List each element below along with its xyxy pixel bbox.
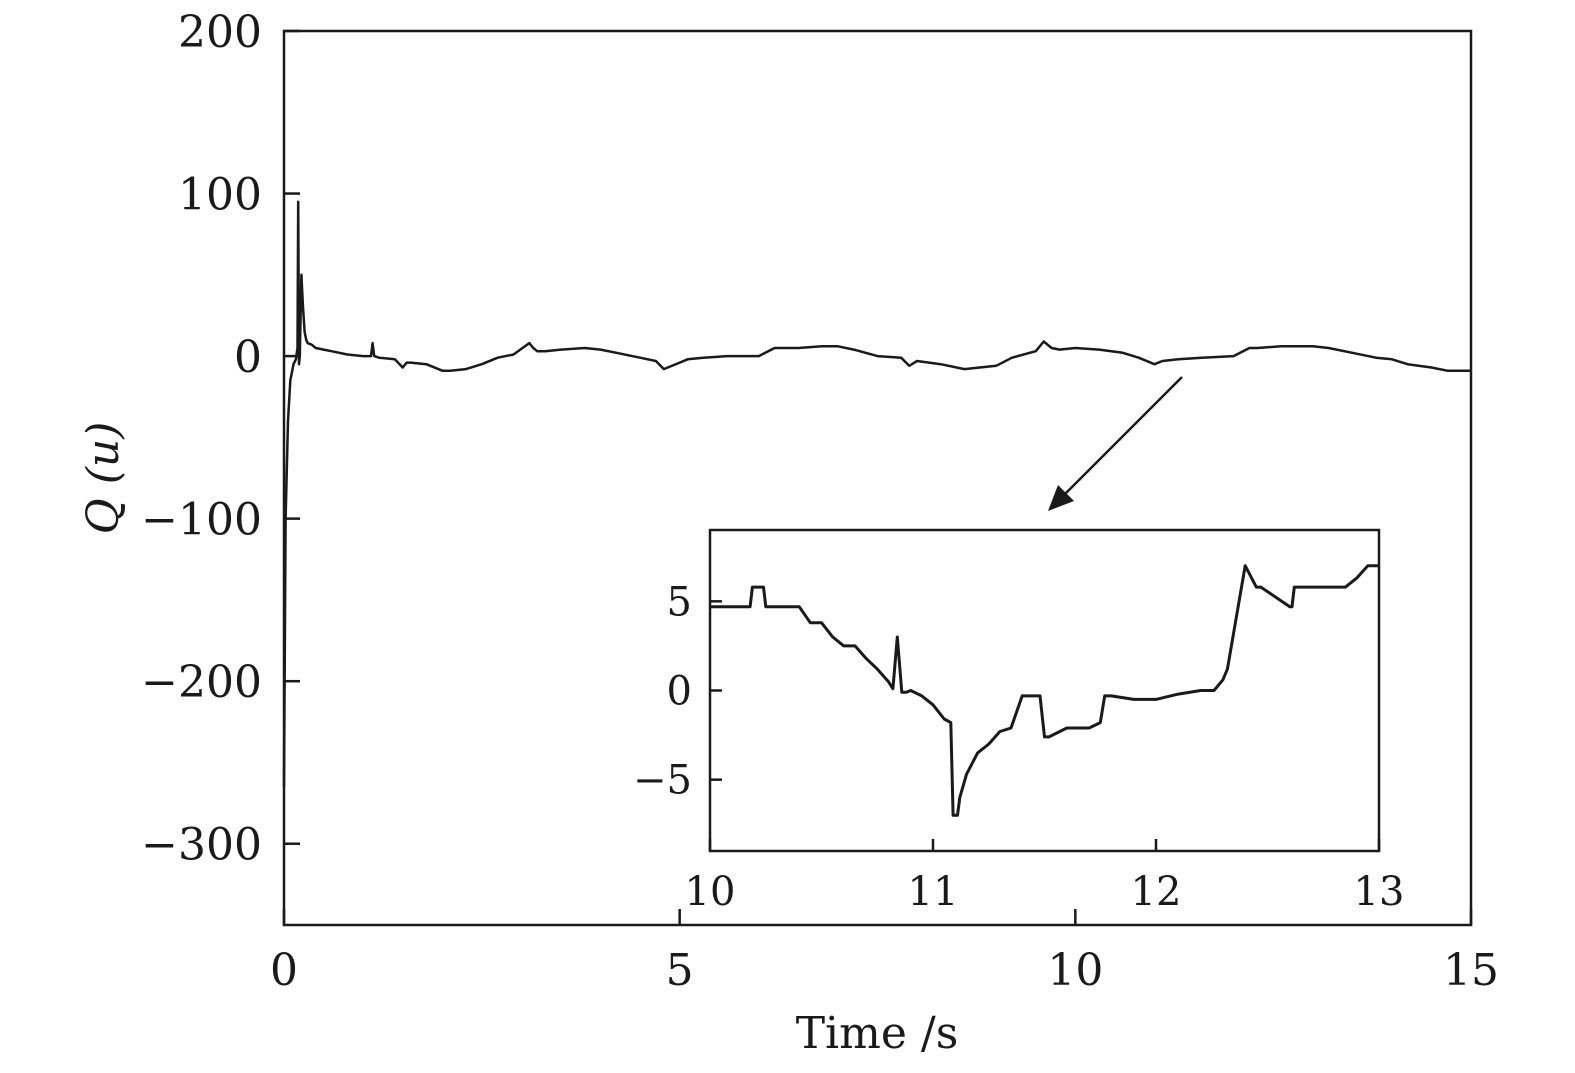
- inset-y-tick-label: 5: [667, 579, 692, 625]
- main-plot-frame: [282, 29, 1473, 927]
- main-y-tick-label: −300: [141, 820, 262, 871]
- inset-x-tick-label: 12: [1131, 869, 1182, 915]
- main-y-tick-label: 0: [234, 332, 262, 383]
- main-x-tick-label: 0: [270, 945, 298, 996]
- inset-background: [710, 530, 1379, 851]
- main-series-line: [282, 200, 1471, 787]
- main-y-tick-label: 100: [178, 170, 262, 221]
- zoom-arrow-head: [1048, 485, 1074, 511]
- x-axis-label: Time /s: [796, 1008, 959, 1059]
- y-axis-label: Q (u): [78, 422, 129, 535]
- inset-x-tick-label: 11: [908, 869, 959, 915]
- main-y-tick-label: 200: [178, 7, 262, 58]
- main-x-tick-label: 15: [1443, 945, 1499, 996]
- inset-axes: 10 11 12 13 5 0 −5: [633, 528, 1405, 915]
- main-y-tick-label: −100: [141, 495, 262, 546]
- main-x-tick-label: 10: [1047, 945, 1103, 996]
- main-x-tick-label: 5: [666, 945, 694, 996]
- inset-series-line: [710, 564, 1379, 817]
- inset-x-tick-label: 10: [685, 869, 736, 915]
- inset-x-tick-label: 13: [1354, 869, 1405, 915]
- zoom-arrow: [1048, 376, 1183, 511]
- main-y-tick-label: −200: [141, 657, 262, 708]
- zoom-arrow-shaft: [1061, 376, 1183, 498]
- inset-y-tick-label: −5: [633, 758, 692, 804]
- inset-y-tick-label: 0: [667, 669, 692, 715]
